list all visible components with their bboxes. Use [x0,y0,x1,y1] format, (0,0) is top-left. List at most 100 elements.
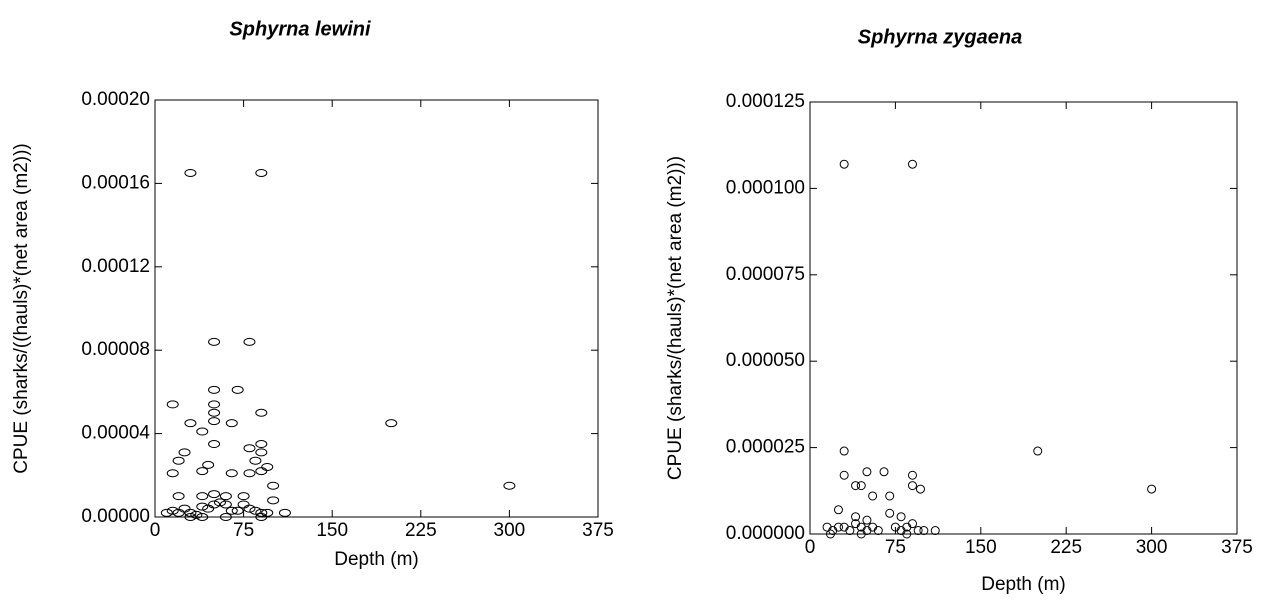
data-point [862,526,872,536]
y-tick-label: 0.000100 [726,177,805,198]
data-point [184,513,197,521]
y-tick-label: 0.000125 [726,91,805,112]
data-point [225,419,238,428]
data-point [261,462,274,471]
data-point [208,400,221,409]
x-tick-label: 375 [1221,537,1253,558]
data-point [907,159,917,169]
data-point [278,508,291,517]
data-point [267,496,280,505]
data-point [845,526,855,536]
data-point [885,508,895,518]
data-point [225,506,238,515]
y-tick-label: 0.00004 [81,423,150,444]
data-point [839,446,849,456]
data-point [833,522,843,532]
x-tick-label: 300 [1136,537,1168,558]
data-point [237,500,250,509]
data-point [902,529,912,539]
data-point [208,385,221,394]
y-tick-label: 0.000050 [726,350,805,371]
data-point [851,481,861,491]
data-point [930,526,940,536]
data-point [1033,446,1043,456]
data-point [255,467,268,476]
y-tick-label: 0.000025 [726,437,805,458]
data-point [225,469,238,478]
data-point [825,529,835,539]
x-tick-label: 375 [582,520,614,541]
data-point [896,512,906,522]
data-point [267,481,280,490]
x-tick-label: 75 [885,537,906,558]
data-point [172,492,185,501]
data-point [896,526,906,536]
data-point [907,470,917,480]
data-point [915,484,925,494]
data-point [249,506,262,515]
data-point [243,469,256,478]
data-point [907,519,917,529]
data-point [196,502,209,511]
y-axis-label: CPUE (sharks/((hauls)*(net area (m2))) [11,143,32,473]
x-tick-label: 75 [233,520,254,541]
data-point [255,168,268,177]
x-tick-label: 225 [405,520,437,541]
data-point [166,506,179,515]
data-point [166,469,179,478]
data-point [219,513,232,521]
chart-title: Sphyrna lewini [229,18,371,40]
data-point [851,512,861,522]
y-tick-label: 0.000075 [726,264,805,285]
data-point [503,481,516,490]
data-point [862,467,872,477]
y-tick-label: 0.00008 [81,339,150,360]
data-point [862,515,872,525]
data-point [249,456,262,465]
data-point [213,498,226,507]
data-point [208,337,221,346]
data-point [868,491,878,501]
data-point [255,448,268,457]
data-point [208,408,221,417]
y-tick-label: 0.000000 [726,523,805,544]
data-point [231,385,244,394]
data-point [255,513,268,521]
data-point [178,504,191,513]
data-point [196,513,209,521]
data-point [243,504,256,513]
data-point [196,427,209,436]
data-point [231,506,244,515]
plot-frame [809,101,1238,535]
chart-title: Sphyrna zygaena [858,26,1023,48]
data-point [219,492,232,501]
data-point [184,508,197,517]
x-tick-label: 300 [494,520,526,541]
data-point [839,522,849,532]
x-axis-label: Depth (m) [334,549,418,570]
data-point [243,444,256,453]
y-tick-label: 0.00020 [81,89,150,110]
data-point [907,481,917,491]
x-tick-label: 150 [965,537,997,558]
data-point [208,500,221,509]
data-point [184,419,197,428]
data-point [202,460,215,469]
data-point [868,522,878,532]
y-axis-label: CPUE (sharks/(hauls)*(net area (m2))) [665,156,686,480]
x-tick-label: 0 [805,537,816,558]
x-tick-label: 150 [316,520,348,541]
y-tick-label: 0.00000 [81,506,150,527]
data-point [879,467,889,477]
data-point [208,490,221,499]
data-point [196,492,209,501]
y-tick-label: 0.00012 [81,256,150,277]
data-point [243,337,256,346]
data-point [172,456,185,465]
data-point [385,419,398,428]
data-point [255,440,268,449]
data-point [856,481,866,491]
data-point [919,526,929,536]
